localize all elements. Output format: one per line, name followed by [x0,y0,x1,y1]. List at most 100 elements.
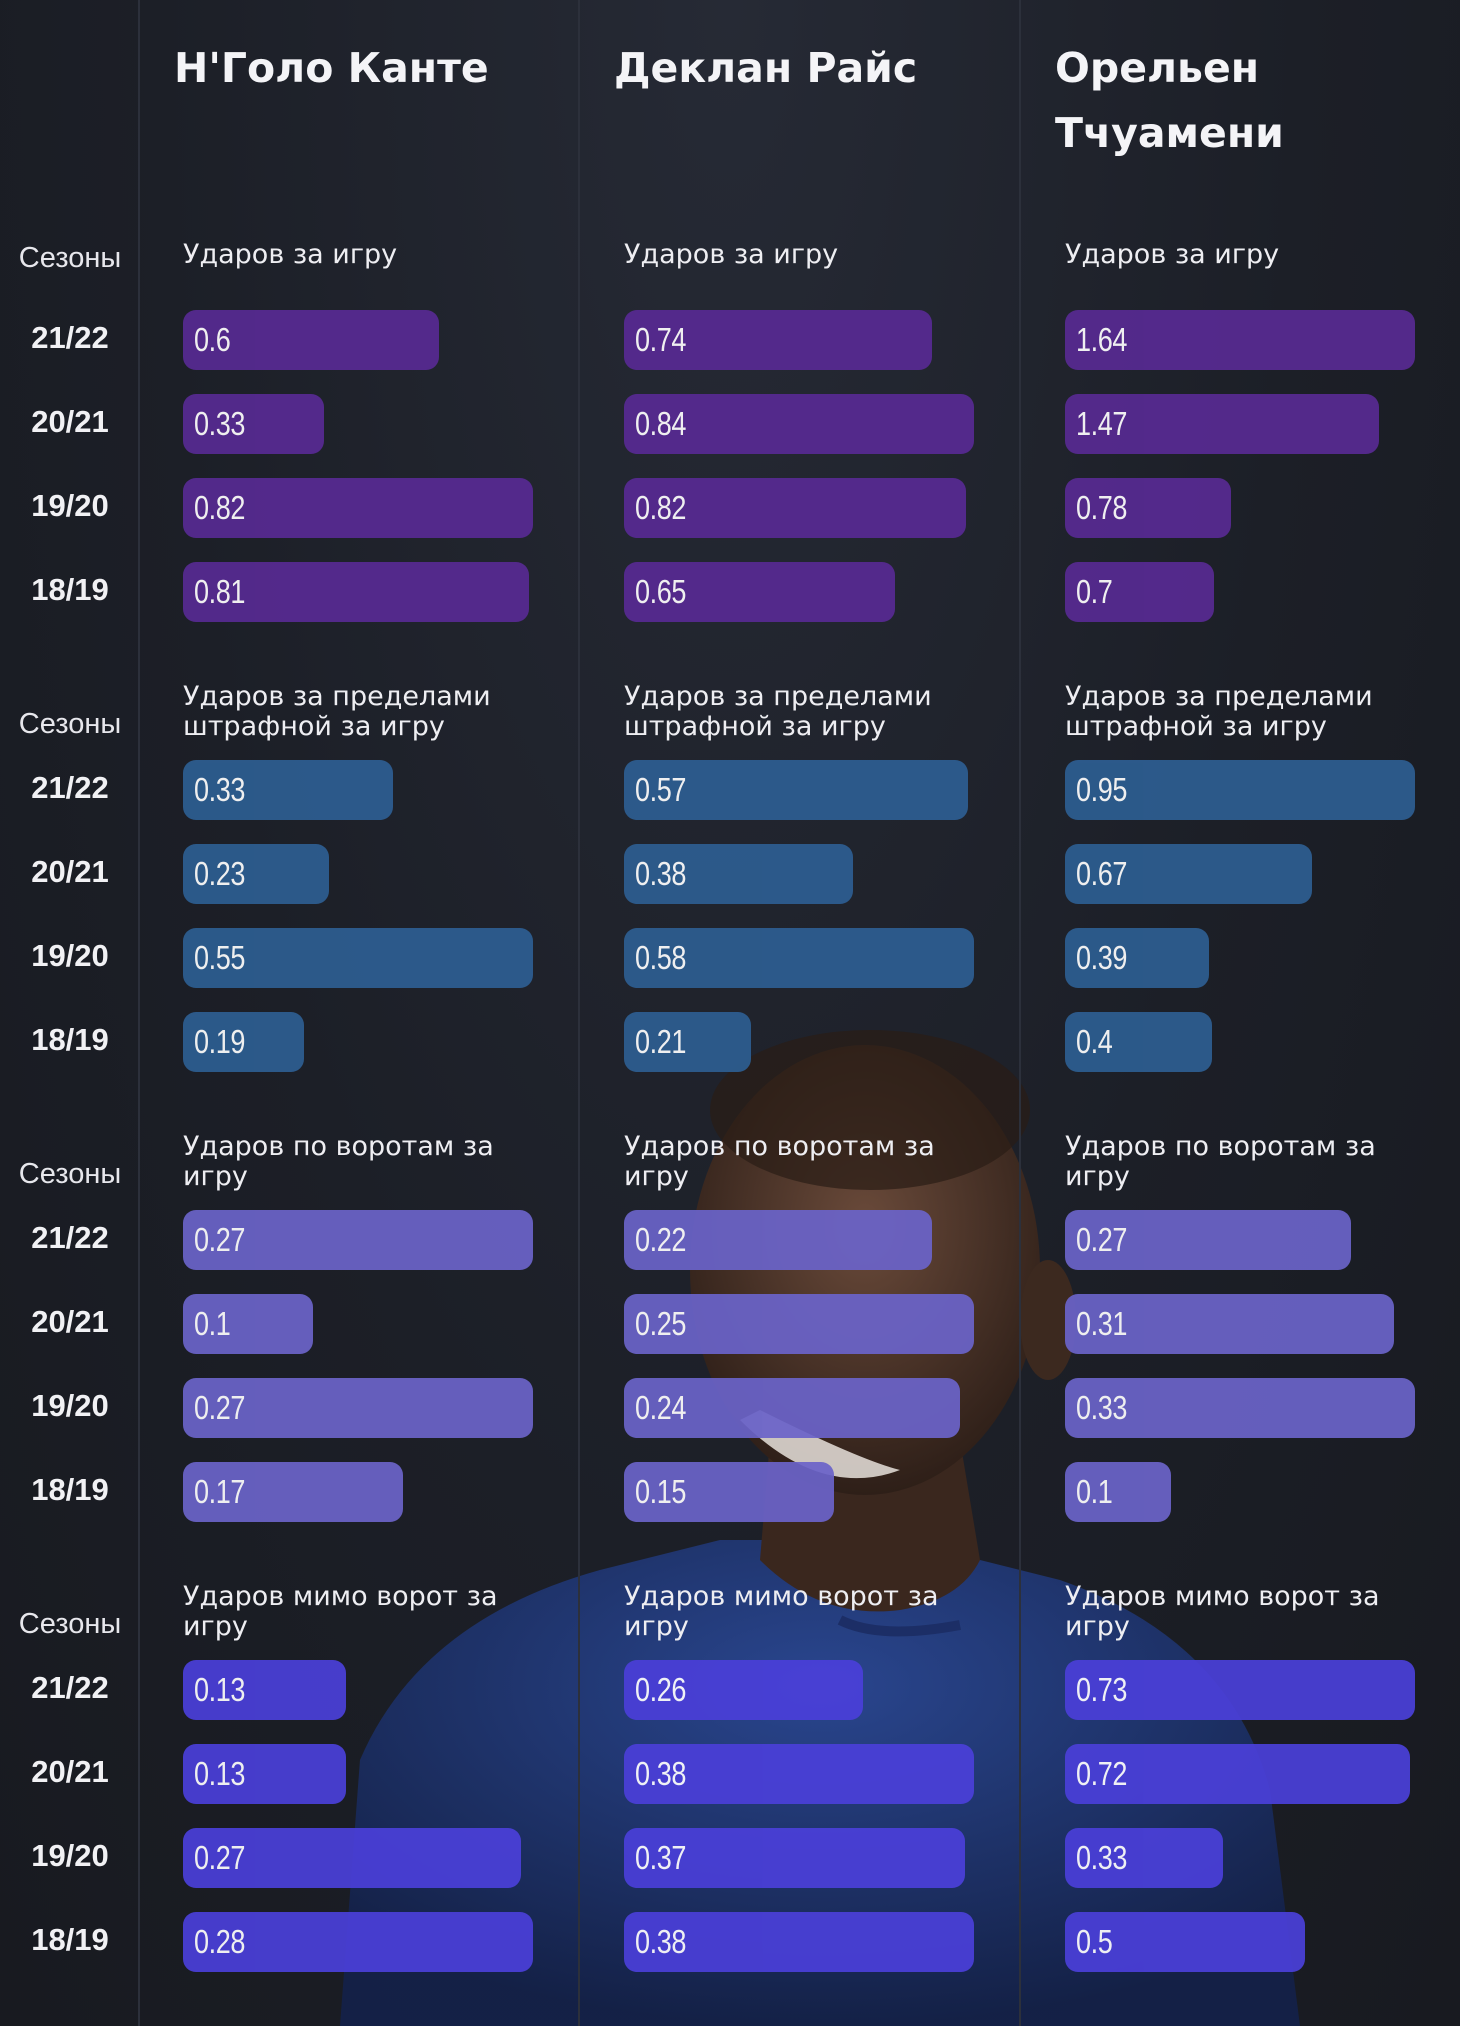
player-name-kante: Н'Голо Канте [174,44,489,92]
bar-value-label: 0.7 [1076,573,1113,610]
metric-title: Ударов мимо ворот за игру [183,1581,498,1642]
bar-value-label: 0.78 [1076,489,1128,526]
grid-line [578,0,580,2026]
bar-value-label: 0.67 [1076,855,1128,892]
bar: 0.33 [183,760,393,820]
bar-value-label: 0.38 [635,1755,687,1792]
bar: 0.81 [183,562,529,622]
bar: 0.6 [183,310,439,370]
bar-value-label: 0.74 [635,321,687,358]
season-label: 20/21 [31,404,109,439]
bar-value-label: 0.84 [635,405,687,442]
bar-value-label: 0.28 [194,1923,246,1960]
bar-value-label: 0.39 [1076,939,1128,976]
bar-value-label: 0.37 [635,1839,687,1876]
season-label: 21/22 [31,320,109,355]
seasons-header: Сезоны [18,242,122,274]
bar-value-label: 1.47 [1076,405,1128,442]
seasons-header: Сезоны [18,1158,122,1190]
season-label: 18/19 [31,572,109,607]
bar-value-label: 0.5 [1076,1923,1113,1960]
bar-value-label: 0.26 [635,1671,687,1708]
bar: 0.57 [624,760,968,820]
bar-value-label: 0.65 [635,573,687,610]
metric-title: Ударов за игру [183,239,398,270]
grid-line [1019,0,1021,2026]
bar: 0.1 [183,1294,313,1354]
bar: 0.4 [1065,1012,1212,1072]
metric-title: Ударов мимо ворот за игру [1065,1581,1380,1642]
bar: 0.5 [1065,1912,1305,1972]
bar: 0.21 [624,1012,751,1072]
bar: 0.55 [183,928,533,988]
bar-value-label: 0.33 [1076,1839,1128,1876]
season-label: 21/22 [31,770,109,805]
bar-value-label: 0.38 [635,855,687,892]
bar-value-label: 0.6 [194,321,231,358]
season-label: 20/21 [31,1304,109,1339]
bar-value-label: 0.1 [194,1305,231,1342]
season-label: 18/19 [31,1472,109,1507]
bar: 0.23 [183,844,329,904]
bar-value-label: 0.57 [635,771,687,808]
bar: 0.82 [624,478,966,538]
bar: 0.27 [183,1828,521,1888]
player-name-rice: Деклан Райс [614,44,918,92]
bar: 0.27 [183,1378,533,1438]
bar-value-label: 0.27 [194,1389,246,1426]
bar-value-label: 1.64 [1076,321,1128,358]
bar: 0.84 [624,394,974,454]
bar: 0.72 [1065,1744,1410,1804]
bar-value-label: 0.38 [635,1923,687,1960]
bar: 0.38 [624,844,853,904]
bar: 0.24 [624,1378,960,1438]
bar-value-label: 0.58 [635,939,687,976]
bar-value-label: 0.17 [194,1473,246,1510]
bar: 0.13 [183,1660,346,1720]
bar-value-label: 0.23 [194,855,246,892]
bar: 0.82 [183,478,533,538]
bar-value-label: 0.33 [194,405,246,442]
bar: 0.73 [1065,1660,1415,1720]
bar-value-label: 0.55 [194,939,246,976]
bar: 0.31 [1065,1294,1394,1354]
metric-title: Ударов по воротам за игру [624,1131,935,1192]
bar-value-label: 0.24 [635,1389,687,1426]
bar: 0.15 [624,1462,834,1522]
bar: 0.25 [624,1294,974,1354]
metric-title: Ударов за пределами штрафной за игру [183,681,491,742]
metric-title: Ударов за пределами штрафной за игру [624,681,932,742]
bar: 0.78 [1065,478,1231,538]
bar-value-label: 0.25 [635,1305,687,1342]
season-label: 21/22 [31,1670,109,1705]
bar: 0.28 [183,1912,533,1972]
season-label: 20/21 [31,854,109,889]
bar: 0.27 [1065,1210,1351,1270]
bar-value-label: 0.21 [635,1023,687,1060]
bar: 0.38 [624,1744,974,1804]
bar: 0.17 [183,1462,403,1522]
bar: 0.58 [624,928,974,988]
bar: 0.33 [1065,1828,1223,1888]
bar: 0.13 [183,1744,346,1804]
metric-title: Ударов мимо ворот за игру [624,1581,939,1642]
bar-value-label: 0.72 [1076,1755,1128,1792]
bar-value-label: 0.82 [635,489,687,526]
season-label: 19/20 [31,1838,109,1873]
bar-value-label: 0.1 [1076,1473,1113,1510]
bar-value-label: 0.95 [1076,771,1128,808]
bar: 0.7 [1065,562,1214,622]
bar-value-label: 0.33 [1076,1389,1128,1426]
season-label: 20/21 [31,1754,109,1789]
bar: 0.74 [624,310,932,370]
season-label: 18/19 [31,1022,109,1057]
bar-value-label: 0.27 [194,1839,246,1876]
bar-value-label: 0.13 [194,1671,246,1708]
metric-title: Ударов по воротам за игру [183,1131,494,1192]
bar-value-label: 0.15 [635,1473,687,1510]
bar-value-label: 0.31 [1076,1305,1128,1342]
bar-value-label: 0.82 [194,489,246,526]
season-label: 18/19 [31,1922,109,1957]
seasons-header: Сезоны [18,1608,122,1640]
bar: 0.37 [624,1828,965,1888]
